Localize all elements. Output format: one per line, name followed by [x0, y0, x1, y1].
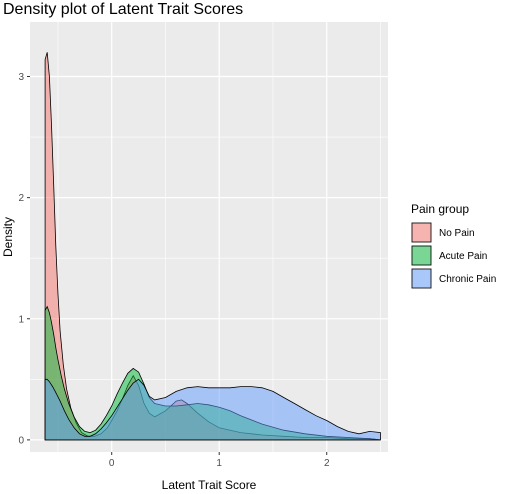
- y-tick-label: 0: [18, 435, 24, 446]
- axis-ticks: 0 1 2 0 1 2 3: [18, 72, 330, 469]
- legend-key-chronic-pain: [411, 268, 432, 289]
- x-tick-label: 2: [324, 458, 330, 469]
- y-tick-label: 1: [18, 314, 24, 325]
- legend: Pain group No Pain Acute Pain Chronic Pain: [411, 202, 496, 289]
- legend-label-no-pain: No Pain: [439, 228, 475, 239]
- legend-key-acute-pain: [411, 245, 432, 266]
- y-tick-label: 2: [18, 193, 24, 204]
- legend-label-chronic-pain: Chronic Pain: [439, 274, 496, 285]
- chart-title: Density plot of Latent Trait Scores: [3, 1, 243, 18]
- legend-key-no-pain: [411, 222, 432, 243]
- y-axis-title: Density: [1, 217, 15, 257]
- x-tick-label: 0: [109, 458, 115, 469]
- x-tick-label: 1: [216, 458, 222, 469]
- density-areas: [44, 52, 381, 441]
- x-axis-title: Latent Trait Score: [162, 478, 257, 492]
- plot-panel: [30, 22, 388, 452]
- density-area-chronic-pain: [44, 378, 381, 441]
- legend-title: Pain group: [411, 202, 469, 216]
- y-tick-label: 3: [18, 72, 24, 83]
- legend-label-acute-pain: Acute Pain: [439, 251, 487, 262]
